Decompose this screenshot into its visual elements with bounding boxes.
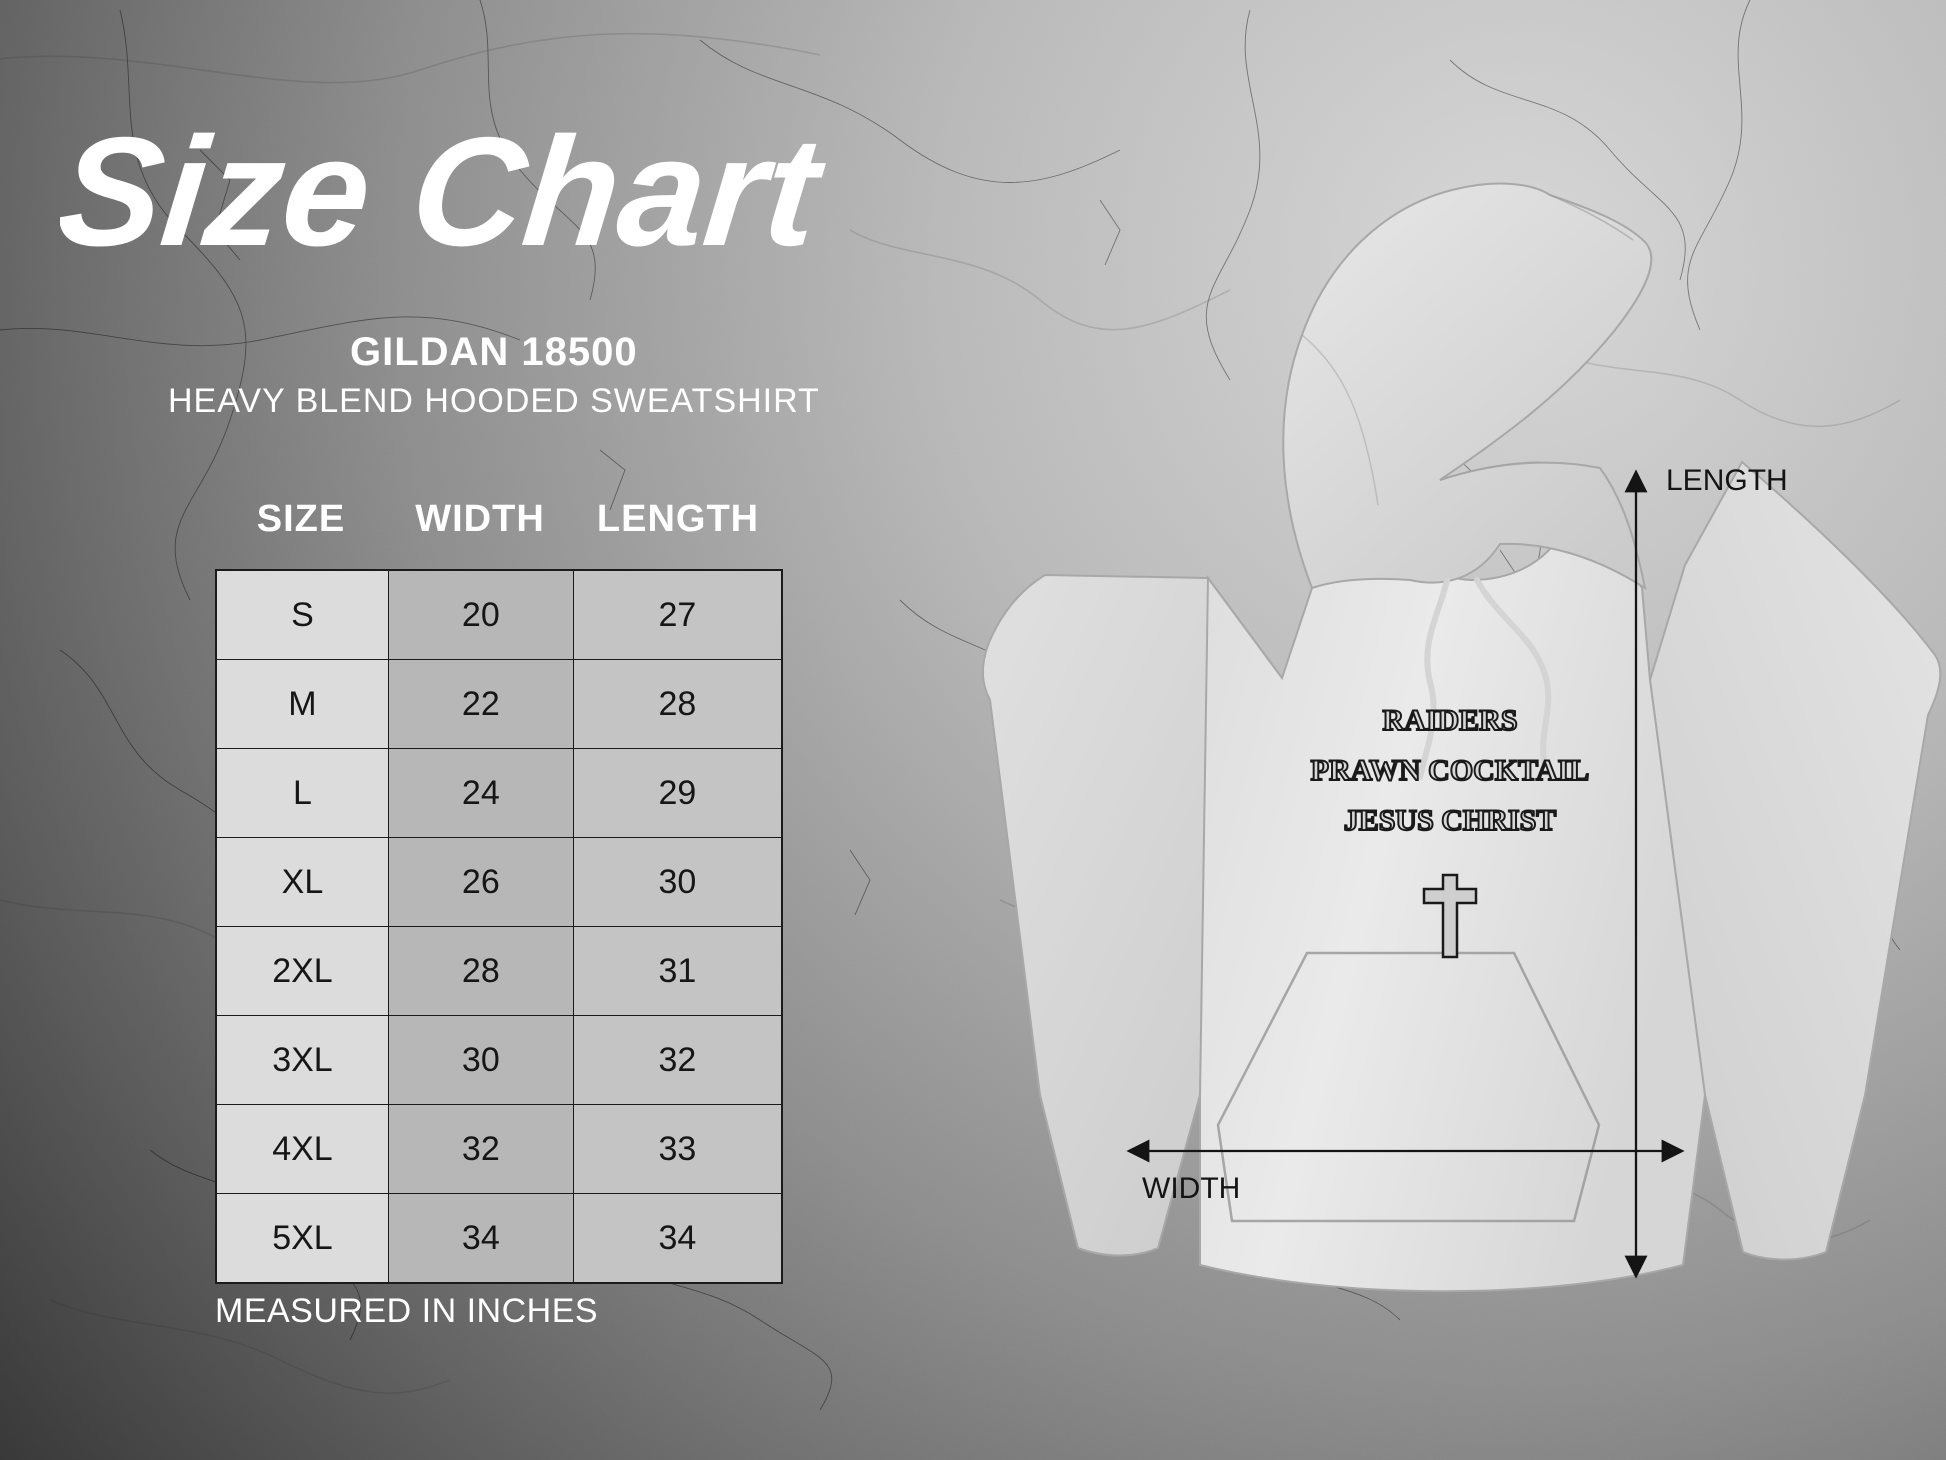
- svg-text:PRAWN COCKTAIL: PRAWN COCKTAIL: [1311, 754, 1590, 787]
- svg-text:WIDTH: WIDTH: [1142, 1172, 1240, 1205]
- svg-text:Size Chart: Size Chart: [60, 104, 833, 278]
- svg-text:JESUS CHRIST: JESUS CHRIST: [1344, 804, 1557, 837]
- svg-text:LENGTH: LENGTH: [1666, 464, 1788, 497]
- svg-text:RAIDERS: RAIDERS: [1382, 704, 1517, 737]
